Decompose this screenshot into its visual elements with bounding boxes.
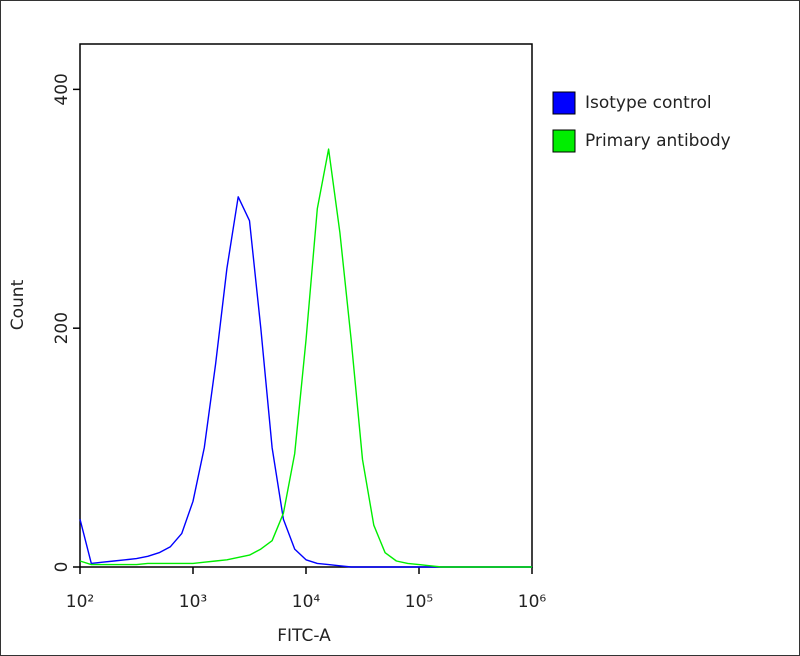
y-axis-label: Count bbox=[8, 279, 28, 330]
x-tick-label: 10⁵ bbox=[405, 592, 433, 612]
y-tick-label: 0 bbox=[52, 562, 72, 573]
x-tick-label: 10⁴ bbox=[292, 592, 321, 612]
x-tick-label: 10⁶ bbox=[518, 592, 547, 612]
legend-label: Isotype control bbox=[585, 93, 712, 113]
x-tick-label: 10² bbox=[66, 592, 94, 612]
x-tick-label: 10³ bbox=[179, 592, 207, 612]
x-axis-label: FITC-A bbox=[277, 626, 331, 646]
series-line bbox=[79, 148, 532, 568]
legend-label: Primary antibody bbox=[585, 131, 731, 151]
legend-swatch bbox=[552, 129, 576, 153]
y-tick-label: 400 bbox=[52, 73, 72, 105]
legend-swatch bbox=[552, 91, 576, 115]
y-tick-label: 200 bbox=[52, 312, 72, 344]
series-line bbox=[79, 196, 532, 568]
plot-area bbox=[79, 43, 533, 568]
